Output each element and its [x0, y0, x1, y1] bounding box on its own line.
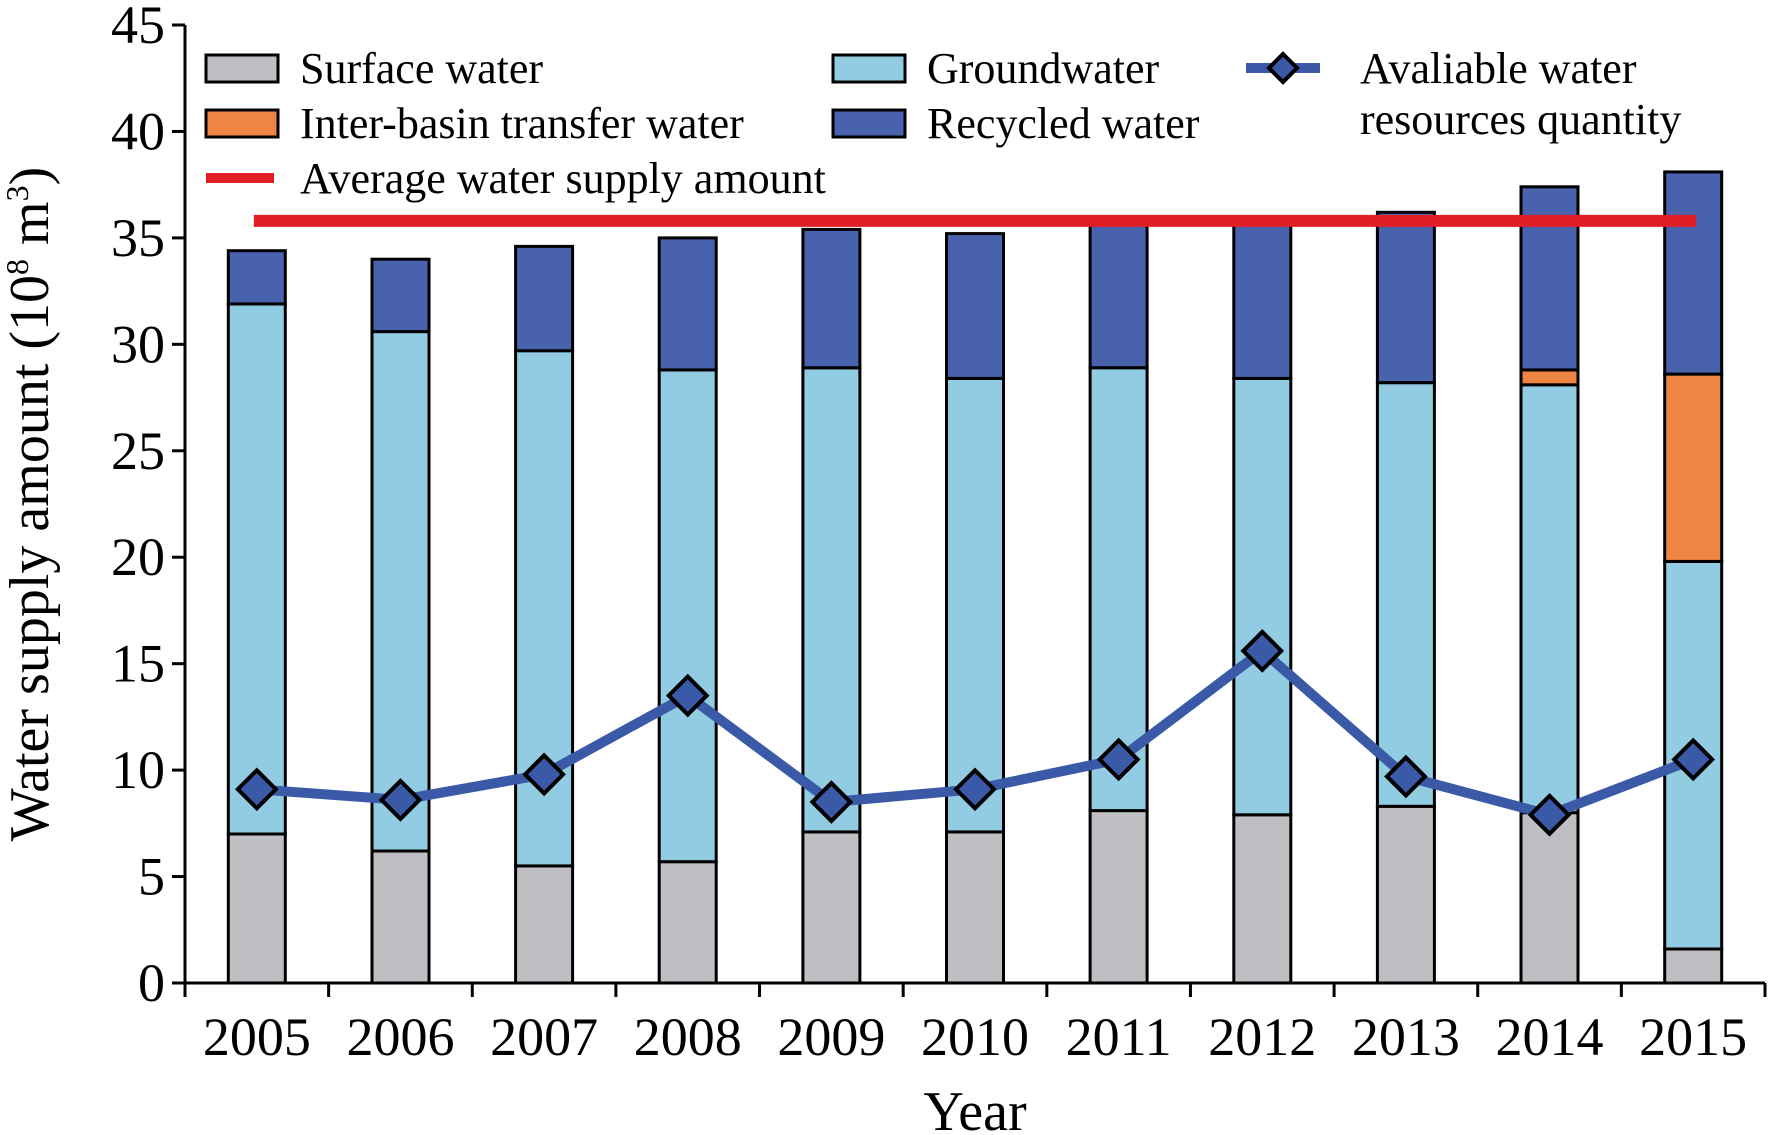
y-tick-label-15: 15 [111, 634, 165, 694]
available-water-point-2006 [378, 778, 423, 822]
legend-swatch-3 [204, 108, 280, 139]
bar-2007-series-3 [514, 244, 575, 353]
bar-2013-series-0 [1375, 804, 1436, 985]
y-tick-label-10: 10 [111, 740, 165, 800]
legend-label-1: Groundwater [927, 44, 1159, 93]
legend-marker-2 [1266, 51, 1300, 85]
bar-2012-series-0 [1232, 813, 1293, 985]
legend-label-0: Surface water [300, 44, 543, 93]
bar-2011-series-0 [1088, 809, 1149, 985]
legend-label-2: Avaliable water [1360, 44, 1637, 93]
legend: Surface water Groundwater Avaliable waterr… [204, 44, 1681, 203]
bar-2006-series-0 [370, 849, 431, 985]
x-tick-label-2006: 2006 [346, 1007, 454, 1067]
y-axis-title: Water supply amount (108 m3) [0, 167, 61, 841]
x-tick-label-2012: 2012 [1208, 1007, 1316, 1067]
bar-2009-series-1 [801, 366, 862, 834]
bar-2006-series-3 [370, 257, 431, 334]
bar-2008-series-3 [657, 236, 718, 372]
y-axis-title-part-4: ) [0, 167, 61, 186]
bar-2006-series-1 [370, 330, 431, 853]
y-tick-label-45: 45 [111, 0, 165, 55]
x-tick-label-2013: 2013 [1352, 1007, 1460, 1067]
available-water-point-2005 [234, 767, 279, 812]
bar-2013-series-3 [1375, 210, 1436, 385]
y-axis-title-part-2: m [0, 201, 61, 259]
bar-2010-series-0 [945, 830, 1005, 985]
x-tick-label-2015: 2015 [1639, 1007, 1747, 1067]
bar-2005-series-3 [226, 249, 287, 306]
bar-2013-series-1 [1375, 381, 1436, 808]
bar-2012-series-1 [1232, 376, 1293, 817]
tick-labels-layer: 0 5 10 15 20 25 30 35 40 45 2005 2006 2007 2008 2009 20… [111, 0, 1747, 1067]
y-tick-label-25: 25 [111, 421, 165, 481]
available-water-point-2011 [1096, 737, 1141, 782]
bar-2014-series-2 [1519, 368, 1580, 387]
bar-2015-series-0 [1663, 947, 1724, 985]
available-water-point-2007 [522, 752, 566, 797]
axes-layer [172, 23, 1767, 997]
y-tick-label-5: 5 [138, 847, 165, 907]
legend-label-4: Recycled water [927, 99, 1200, 148]
bar-2005-series-1 [226, 302, 287, 836]
line-series-layer [234, 629, 1716, 837]
bar-2012-series-3 [1232, 217, 1293, 380]
x-tick-label-2014: 2014 [1496, 1007, 1604, 1067]
x-tick-label-2011: 2011 [1066, 1007, 1172, 1067]
legend-label-2-line2: resources quantity [1360, 95, 1681, 144]
available-water-point-2014 [1527, 792, 1572, 837]
bar-2010-series-3 [945, 232, 1005, 380]
y-axis-title-part-0: Water supply amount (10 [0, 275, 61, 841]
x-tick-label-2009: 2009 [777, 1007, 885, 1067]
x-tick-label-2005: 2005 [203, 1007, 311, 1067]
bar-2009-series-3 [801, 227, 862, 370]
available-water-point-2009 [809, 780, 854, 824]
legend-label-3: Inter-basin transfer water [300, 99, 744, 148]
legend-label-5: Average water supply amount [300, 154, 826, 203]
bar-2014-series-1 [1519, 383, 1580, 815]
bar-2009-series-0 [801, 830, 862, 985]
y-tick-label-35: 35 [111, 208, 165, 268]
available-water-point-2013 [1384, 754, 1428, 799]
bar-2015-series-3 [1663, 170, 1724, 376]
legend-swatch-1 [831, 53, 907, 84]
x-axis-title: Year [923, 1081, 1027, 1135]
y-tick-label-20: 20 [111, 527, 165, 587]
bar-2014-series-0 [1519, 811, 1580, 985]
y-tick-label-30: 30 [111, 314, 165, 374]
legend-swatch-0 [204, 53, 280, 84]
x-tick-label-2010: 2010 [921, 1007, 1029, 1067]
legend-swatch-4 [831, 108, 907, 139]
bar-2008-series-0 [657, 860, 718, 985]
bar-2005-series-0 [226, 832, 287, 985]
bar-2014-series-3 [1519, 185, 1580, 372]
y-tick-label-40: 40 [111, 101, 165, 161]
bar-2015-series-2 [1663, 372, 1724, 563]
x-tick-label-2008: 2008 [634, 1007, 742, 1067]
bar-2011-series-1 [1088, 366, 1149, 813]
y-axis-title-part-3: 3 [0, 185, 35, 201]
available-water-point-2008 [665, 673, 710, 718]
y-tick-label-0: 0 [138, 953, 165, 1013]
bar-2007-series-0 [514, 864, 575, 985]
y-axis-title-part-1: 8 [0, 259, 35, 275]
bars-layer [226, 170, 1724, 985]
available-water-point-2012 [1240, 629, 1285, 673]
available-water-point-2015 [1671, 737, 1716, 782]
available-water-point-2010 [953, 767, 997, 812]
bar-2010-series-1 [945, 376, 1005, 834]
bar-2008-series-1 [657, 368, 718, 864]
x-tick-label-2007: 2007 [490, 1007, 598, 1067]
bar-2011-series-3 [1088, 217, 1149, 370]
